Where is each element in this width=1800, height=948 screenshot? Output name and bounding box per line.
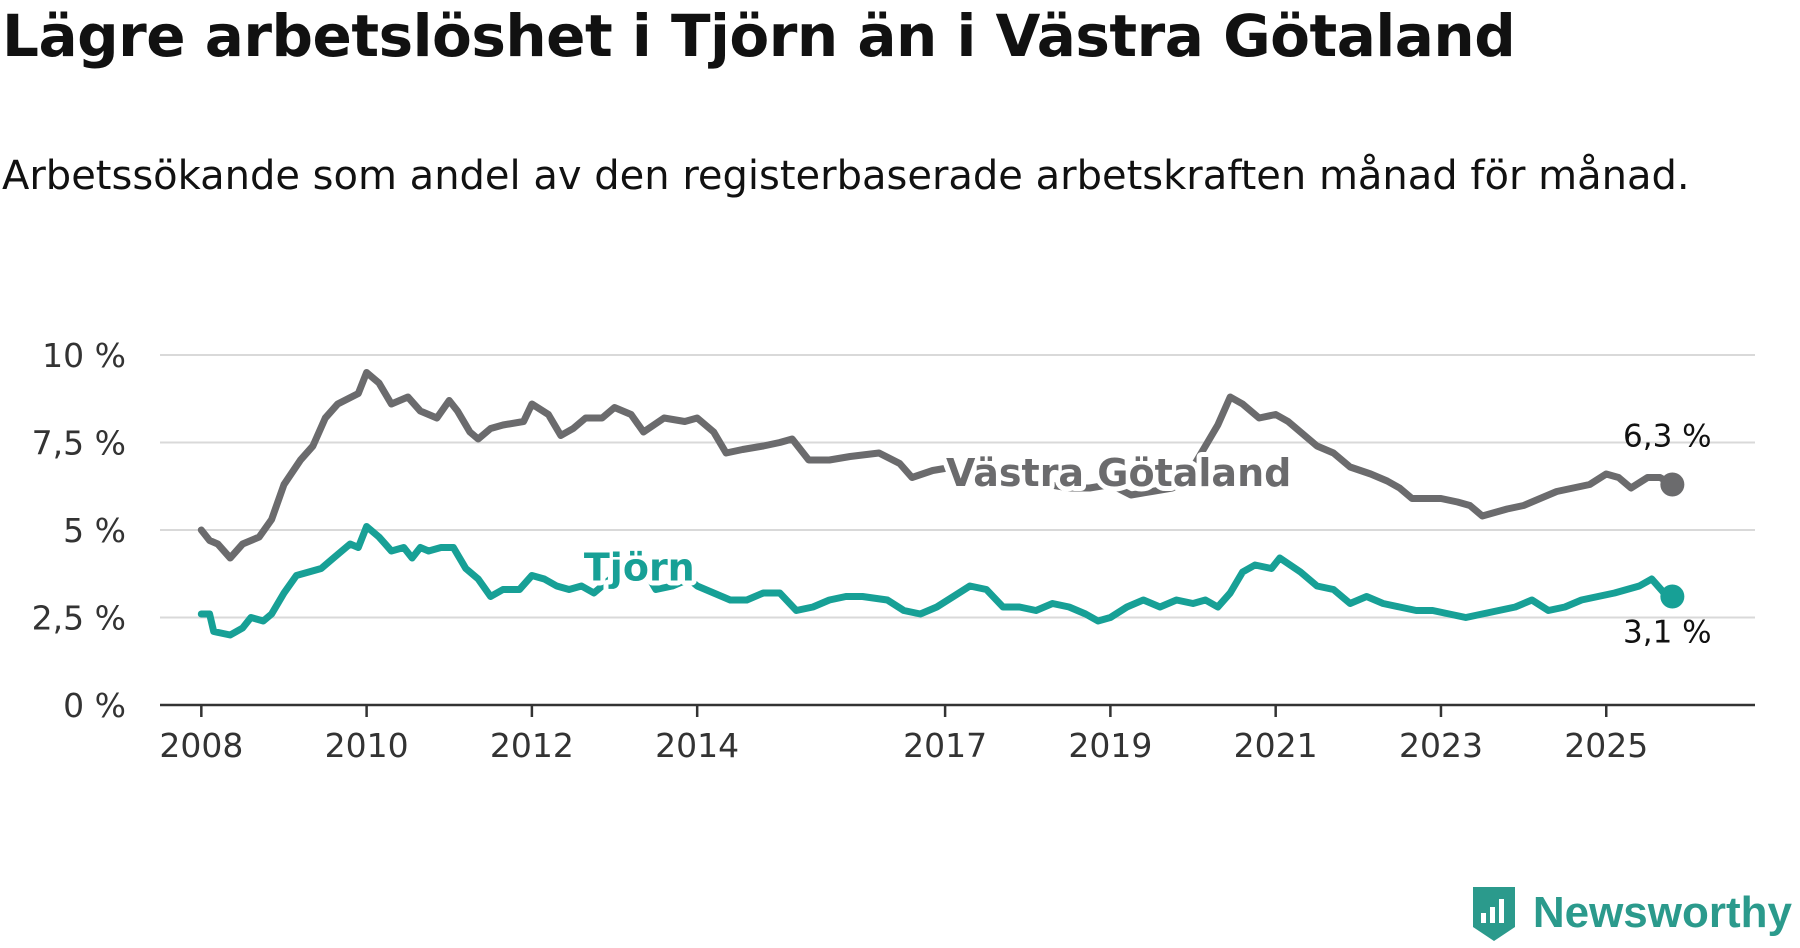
series-label: Tjörn <box>584 546 695 590</box>
x-tick-label: 2021 <box>1234 726 1318 765</box>
x-tick-label: 2014 <box>655 726 739 765</box>
y-tick-label: 5 % <box>63 511 126 550</box>
x-tick-label: 2010 <box>325 726 409 765</box>
series-end-marker <box>1660 584 1685 609</box>
chart-title: Lägre arbetslöshet i Tjörn än i Västra G… <box>2 2 1516 70</box>
newsworthy-logo-icon <box>1472 887 1515 941</box>
x-tick-label: 2008 <box>159 726 243 765</box>
series-line-västra-götaland <box>197 369 1676 562</box>
x-tick-label: 2025 <box>1564 726 1648 765</box>
x-tick-label: 2023 <box>1399 726 1483 765</box>
chart-subtitle: Arbetssökande som andel av den registerb… <box>2 153 1690 199</box>
y-tick-label: 2,5 % <box>32 599 126 638</box>
y-tick-label: 10 % <box>42 336 126 375</box>
series-end-label: 3,1 % <box>1623 615 1712 651</box>
series-line-tjörn <box>197 523 1676 639</box>
series-label: Västra Götaland <box>946 451 1291 495</box>
series-end-label: 6,3 % <box>1623 419 1712 455</box>
brand-name: Newsworthy <box>1532 888 1792 937</box>
line-chart: 0 % 2,5 % 5 % 7,5 % 10 % 2008 2010 2012 2014 2017… <box>32 336 1755 765</box>
y-tick-label: 0 % <box>63 686 126 725</box>
x-tick-label: 2012 <box>490 726 574 765</box>
x-tick-label: 2017 <box>903 726 987 765</box>
y-tick-label: 7,5 % <box>32 424 126 463</box>
series-end-marker <box>1660 472 1685 497</box>
x-tick-label: 2019 <box>1068 726 1152 765</box>
newsworthy-logo: Newsworthy <box>1469 878 1792 948</box>
